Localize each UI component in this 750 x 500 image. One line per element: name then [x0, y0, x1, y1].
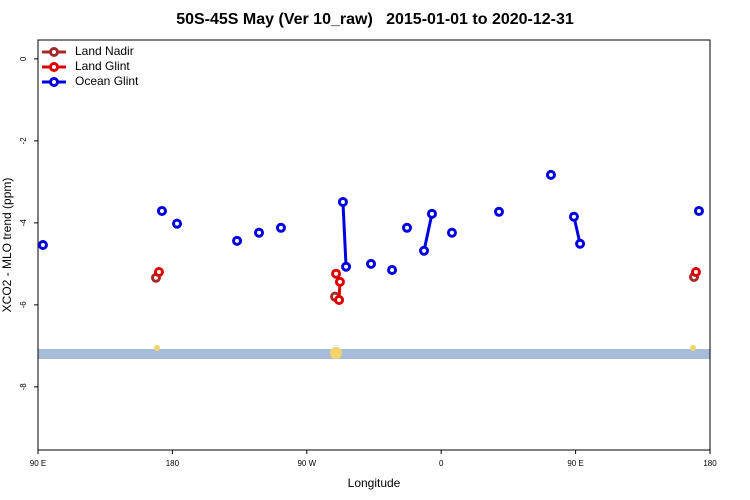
legend-label: Land Nadir — [75, 44, 134, 58]
series-line — [336, 272, 696, 300]
point — [446, 227, 457, 238]
y-tick-label: -6 — [19, 301, 28, 309]
x-tick-label: 90 W — [297, 459, 316, 468]
point — [575, 238, 586, 249]
x-axis-label: Longitude — [348, 476, 401, 490]
point — [275, 222, 286, 233]
point — [172, 218, 183, 229]
point — [426, 208, 437, 219]
point — [693, 205, 704, 216]
marker-blob — [330, 347, 342, 359]
marker-blob — [690, 345, 696, 351]
y-tick-label: -8 — [19, 383, 28, 391]
point — [366, 258, 377, 269]
point — [337, 196, 348, 207]
y-tick-label: -4 — [19, 219, 28, 227]
surface-band — [38, 349, 710, 359]
point — [690, 267, 701, 278]
point — [37, 240, 48, 250]
point — [419, 245, 430, 256]
y-tick-label: 0 — [19, 56, 28, 61]
legend-marker — [49, 47, 59, 57]
series-line — [343, 202, 699, 267]
y-tick-label: -2 — [19, 137, 28, 145]
legend-label: Ocean Glint — [75, 74, 139, 88]
x-tick-label: 90 E — [567, 459, 583, 468]
plot-frame — [37, 39, 711, 451]
point — [156, 205, 167, 216]
x-tick-label: 0 — [439, 459, 444, 468]
point — [334, 276, 345, 287]
x-tick-label: 180 — [703, 459, 717, 468]
x-tick-label: 180 — [166, 459, 180, 468]
legend-marker — [49, 77, 59, 87]
point — [545, 169, 556, 180]
x-tick-label: 90 E — [30, 459, 46, 468]
legend-label: Land Glint — [75, 59, 130, 73]
point — [341, 261, 352, 272]
point — [493, 206, 504, 217]
marker-blob — [154, 345, 160, 351]
point — [334, 294, 345, 305]
point — [568, 211, 579, 222]
legend-marker — [49, 62, 59, 72]
point — [232, 235, 243, 246]
point — [331, 268, 342, 279]
y-axis-label: XCO2 - MLO trend (ppm) — [0, 178, 14, 313]
point — [153, 267, 164, 278]
chart-title: 50S-45S May (Ver 10_raw) 2015-01-01 to 2… — [176, 11, 574, 28]
point — [402, 222, 413, 233]
point — [254, 227, 265, 238]
point — [387, 265, 398, 276]
